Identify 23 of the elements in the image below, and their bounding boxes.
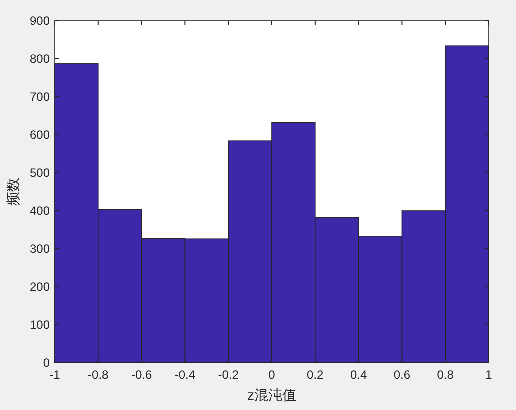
x-tick-label: -0.8 — [88, 368, 110, 382]
y-tick-label: 200 — [30, 280, 50, 294]
y-tick-label: 400 — [30, 204, 50, 218]
y-tick-label: 600 — [30, 128, 50, 142]
y-tick-label: 800 — [30, 52, 50, 66]
x-tick-label: -0.2 — [218, 368, 240, 382]
y-tick-label: 100 — [30, 318, 50, 332]
y-axis-title: 频数 — [5, 178, 21, 206]
y-tick-label: 300 — [30, 242, 50, 256]
x-tick-label: 1 — [486, 368, 493, 382]
x-tick-label: -0.6 — [131, 368, 152, 382]
x-tick-label: 0.6 — [394, 368, 411, 382]
x-tick-label: -0.4 — [174, 368, 196, 382]
x-tick-label: 0 — [268, 368, 276, 382]
y-tick-label: 700 — [30, 90, 50, 104]
y-tick-label: 0 — [43, 356, 50, 370]
x-tick-label: 0.8 — [437, 368, 454, 382]
x-axis-title: z混沌值 — [248, 387, 296, 403]
y-tick-label: 500 — [30, 166, 50, 180]
y-tick-label: 900 — [30, 14, 50, 28]
x-tick-label: 0.4 — [350, 368, 368, 382]
x-tick-label: 0.2 — [307, 368, 324, 382]
x-tick-label: -1 — [50, 368, 61, 382]
